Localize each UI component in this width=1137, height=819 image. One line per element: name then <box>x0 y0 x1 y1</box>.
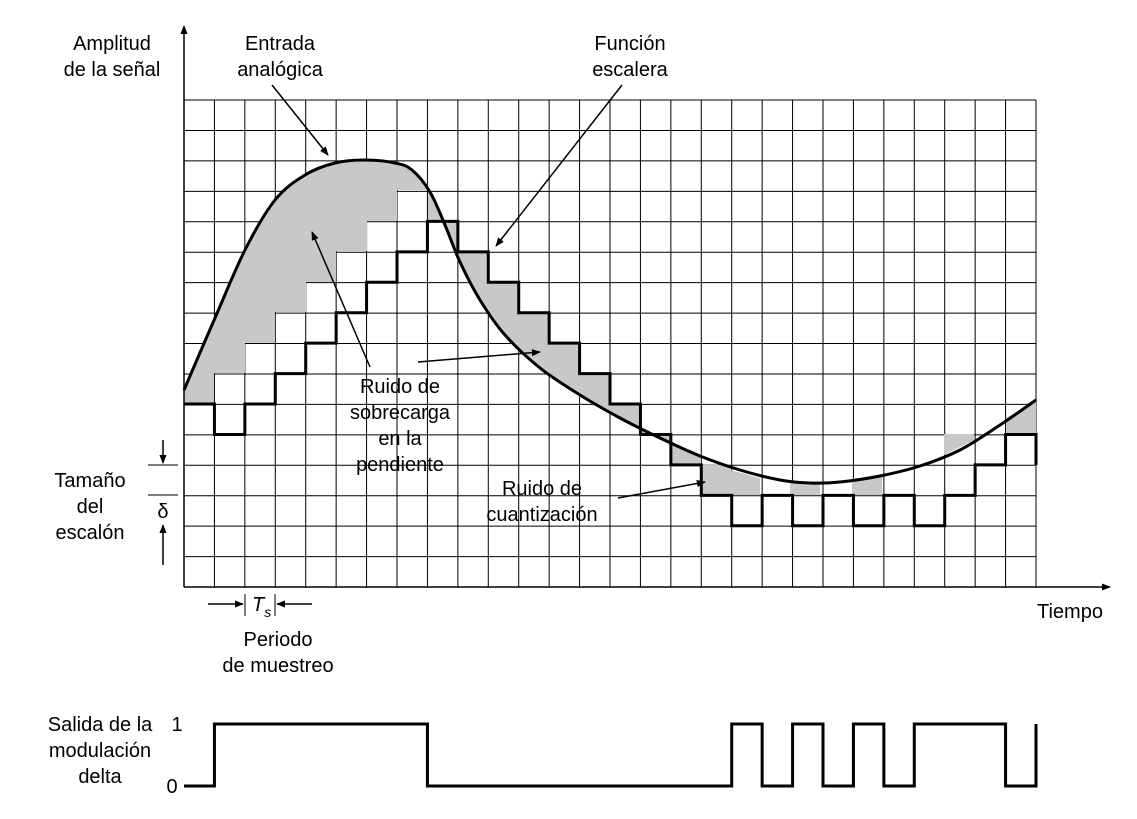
staircase-label-line1: Función <box>594 33 665 55</box>
granular-noise-region <box>702 400 1036 495</box>
staircase-arrow <box>495 84 623 247</box>
analog-input-label-line2: analógica <box>237 59 324 81</box>
output-label-line1: Salida de la <box>48 714 153 736</box>
output-label-line3: delta <box>78 766 122 788</box>
ts-symbol: Ts <box>252 594 271 620</box>
staircase-label-line2: escalera <box>592 59 668 81</box>
sampling-period-label-line1: Periodo <box>244 629 313 651</box>
slope-overload-label-line3: en la <box>378 428 422 450</box>
time-axis-label: Tiempo <box>1037 601 1103 623</box>
analog-input-label-line1: Entrada <box>245 33 316 55</box>
slope-overload-label-line4: pendiente <box>356 454 444 476</box>
granular-noise-label-line2: cuantización <box>486 504 597 526</box>
analog-input-arrow <box>271 84 329 156</box>
y-axis-label-line1: Amplitud <box>73 33 151 55</box>
step-size-label-line3: escalón <box>56 522 125 544</box>
output-label-line2: modulación <box>49 740 151 762</box>
output-high-label: 1 <box>171 714 182 736</box>
slope-overload-label-line2: sobrecarga <box>350 402 451 424</box>
granular-noise-arrow <box>617 479 706 499</box>
sampling-period-label-line2: de muestreo <box>222 655 333 677</box>
staircase-function <box>184 219 1038 528</box>
slope-overload-label-line1: Ruido de <box>360 376 440 398</box>
delta-modulation-output-waveform <box>184 722 1038 788</box>
slope-overload-arrow-right <box>417 349 541 363</box>
step-size-label-line1: Tamaño <box>54 470 125 492</box>
analog-input-curve <box>182 158 1037 485</box>
slope-overload-arrow-left <box>311 231 371 368</box>
output-low-label: 0 <box>166 776 177 798</box>
y-axis-label-line2: de la señal <box>64 59 161 81</box>
step-size-label-line2: del <box>77 496 104 518</box>
granular-noise-label-line1: Ruido de <box>502 478 582 500</box>
delta-symbol: δ <box>157 501 168 523</box>
